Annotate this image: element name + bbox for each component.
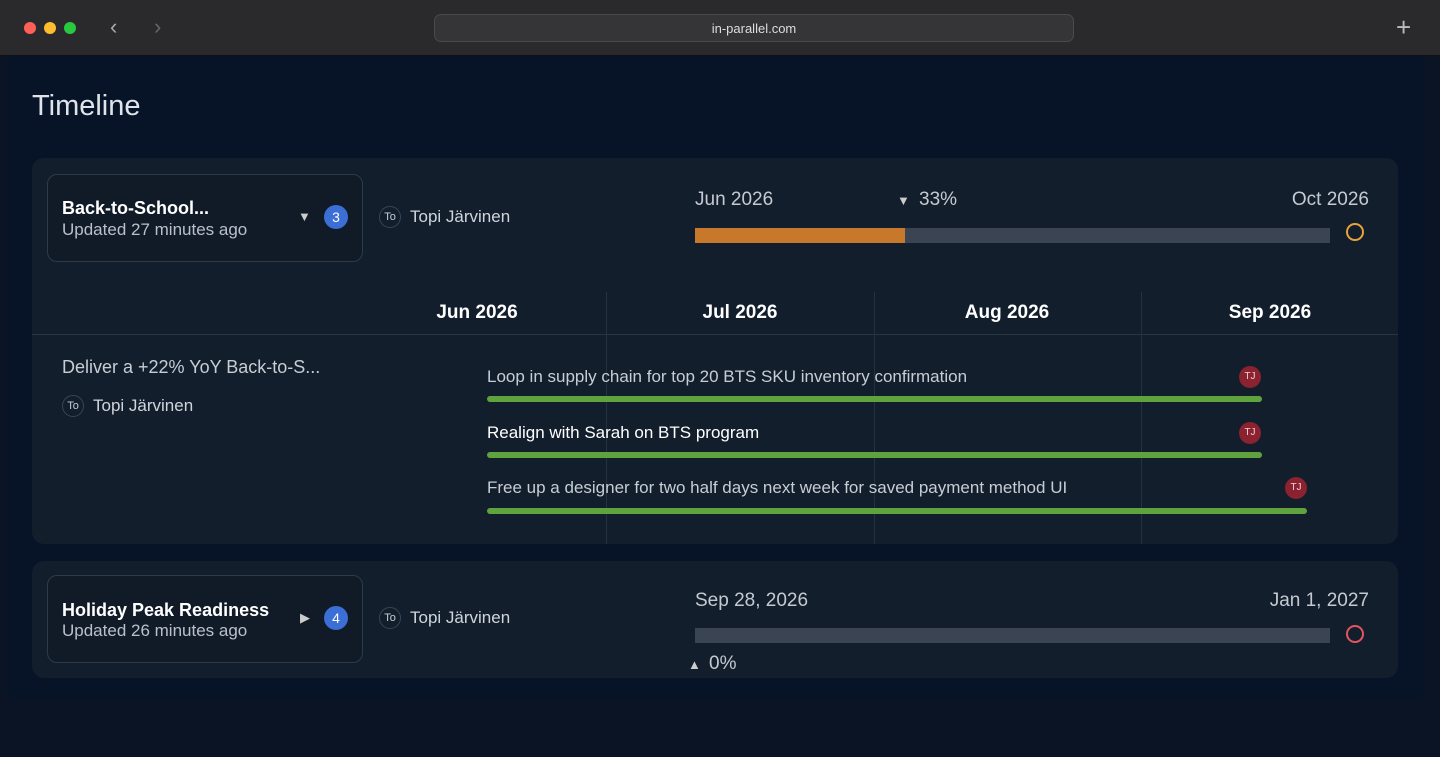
- forward-button[interactable]: ›: [154, 14, 162, 39]
- end-date: Jan 1, 2027: [1269, 590, 1369, 611]
- owner-name: Topi Järvinen: [410, 207, 511, 226]
- minimize-button[interactable]: [44, 22, 56, 34]
- warning-icon: [1346, 223, 1364, 241]
- collapse-toggle[interactable]: ▼: [298, 209, 311, 224]
- progress-label: 33%: [919, 189, 958, 210]
- month-label: Jul 2026: [702, 302, 778, 323]
- risk-icon: [1346, 625, 1364, 643]
- progress-fill: [695, 228, 905, 243]
- end-date: Oct 2026: [1291, 189, 1369, 210]
- page-title: Timeline: [32, 90, 141, 122]
- month-label: Jun 2026: [436, 302, 518, 323]
- count-badge: 3: [324, 205, 348, 229]
- project-updated: Updated 27 minutes ago: [62, 220, 248, 239]
- owner-avatar: To: [379, 206, 401, 228]
- task-title[interactable]: Free up a designer for two half days nex…: [487, 478, 1068, 497]
- back-button[interactable]: ‹: [110, 14, 118, 39]
- month-label: Sep 2026: [1228, 302, 1312, 323]
- progress-arrow: ▲: [688, 657, 701, 672]
- progress-arrow: ▼: [897, 193, 910, 208]
- owner-avatar: To: [379, 607, 401, 629]
- new-tab-button[interactable]: +: [1396, 12, 1412, 42]
- browser-chrome: ‹ › in-parallel.com +: [0, 0, 1440, 56]
- month-label: Aug 2026: [964, 302, 1050, 323]
- task-bar[interactable]: [487, 452, 1262, 458]
- task-title[interactable]: Loop in supply chain for top 20 BTS SKU …: [487, 367, 968, 386]
- progress-label: 0%: [709, 653, 737, 674]
- assignee-avatar: TJ: [1239, 366, 1261, 388]
- month-divider: [874, 292, 875, 544]
- progress-track: [695, 228, 1330, 243]
- task-bar[interactable]: [487, 396, 1262, 402]
- url: in-parallel.com: [711, 21, 797, 36]
- owner-avatar: To: [62, 395, 84, 417]
- goal-title[interactable]: Deliver a +22% YoY Back-to-S...: [62, 357, 321, 377]
- project-title: Back-to-School...: [62, 198, 210, 218]
- owner-name: Topi Järvinen: [93, 396, 194, 415]
- month-divider: [1141, 292, 1142, 544]
- month-divider: [606, 292, 607, 544]
- project-updated: Updated 26 minutes ago: [62, 621, 248, 640]
- expand-toggle[interactable]: ▶: [300, 610, 310, 625]
- start-date: Sep 28, 2026: [695, 590, 809, 611]
- project-header[interactable]: [47, 575, 363, 663]
- project-header[interactable]: [47, 174, 363, 262]
- close-button[interactable]: [24, 22, 36, 34]
- assignee-avatar: TJ: [1239, 422, 1261, 444]
- address-bar[interactable]: in-parallel.com: [434, 14, 1074, 42]
- zoom-button[interactable]: [64, 22, 76, 34]
- divider: [32, 334, 1398, 335]
- start-date: Jun 2026: [695, 189, 774, 210]
- count-badge: 4: [324, 606, 348, 630]
- project-title: Holiday Peak Readiness: [62, 600, 270, 620]
- task-title[interactable]: Realign with Sarah on BTS program: [487, 423, 760, 442]
- assignee-avatar: TJ: [1285, 477, 1307, 499]
- task-bar[interactable]: [487, 508, 1307, 514]
- owner-name: Topi Järvinen: [410, 608, 511, 627]
- progress-track: [695, 628, 1330, 643]
